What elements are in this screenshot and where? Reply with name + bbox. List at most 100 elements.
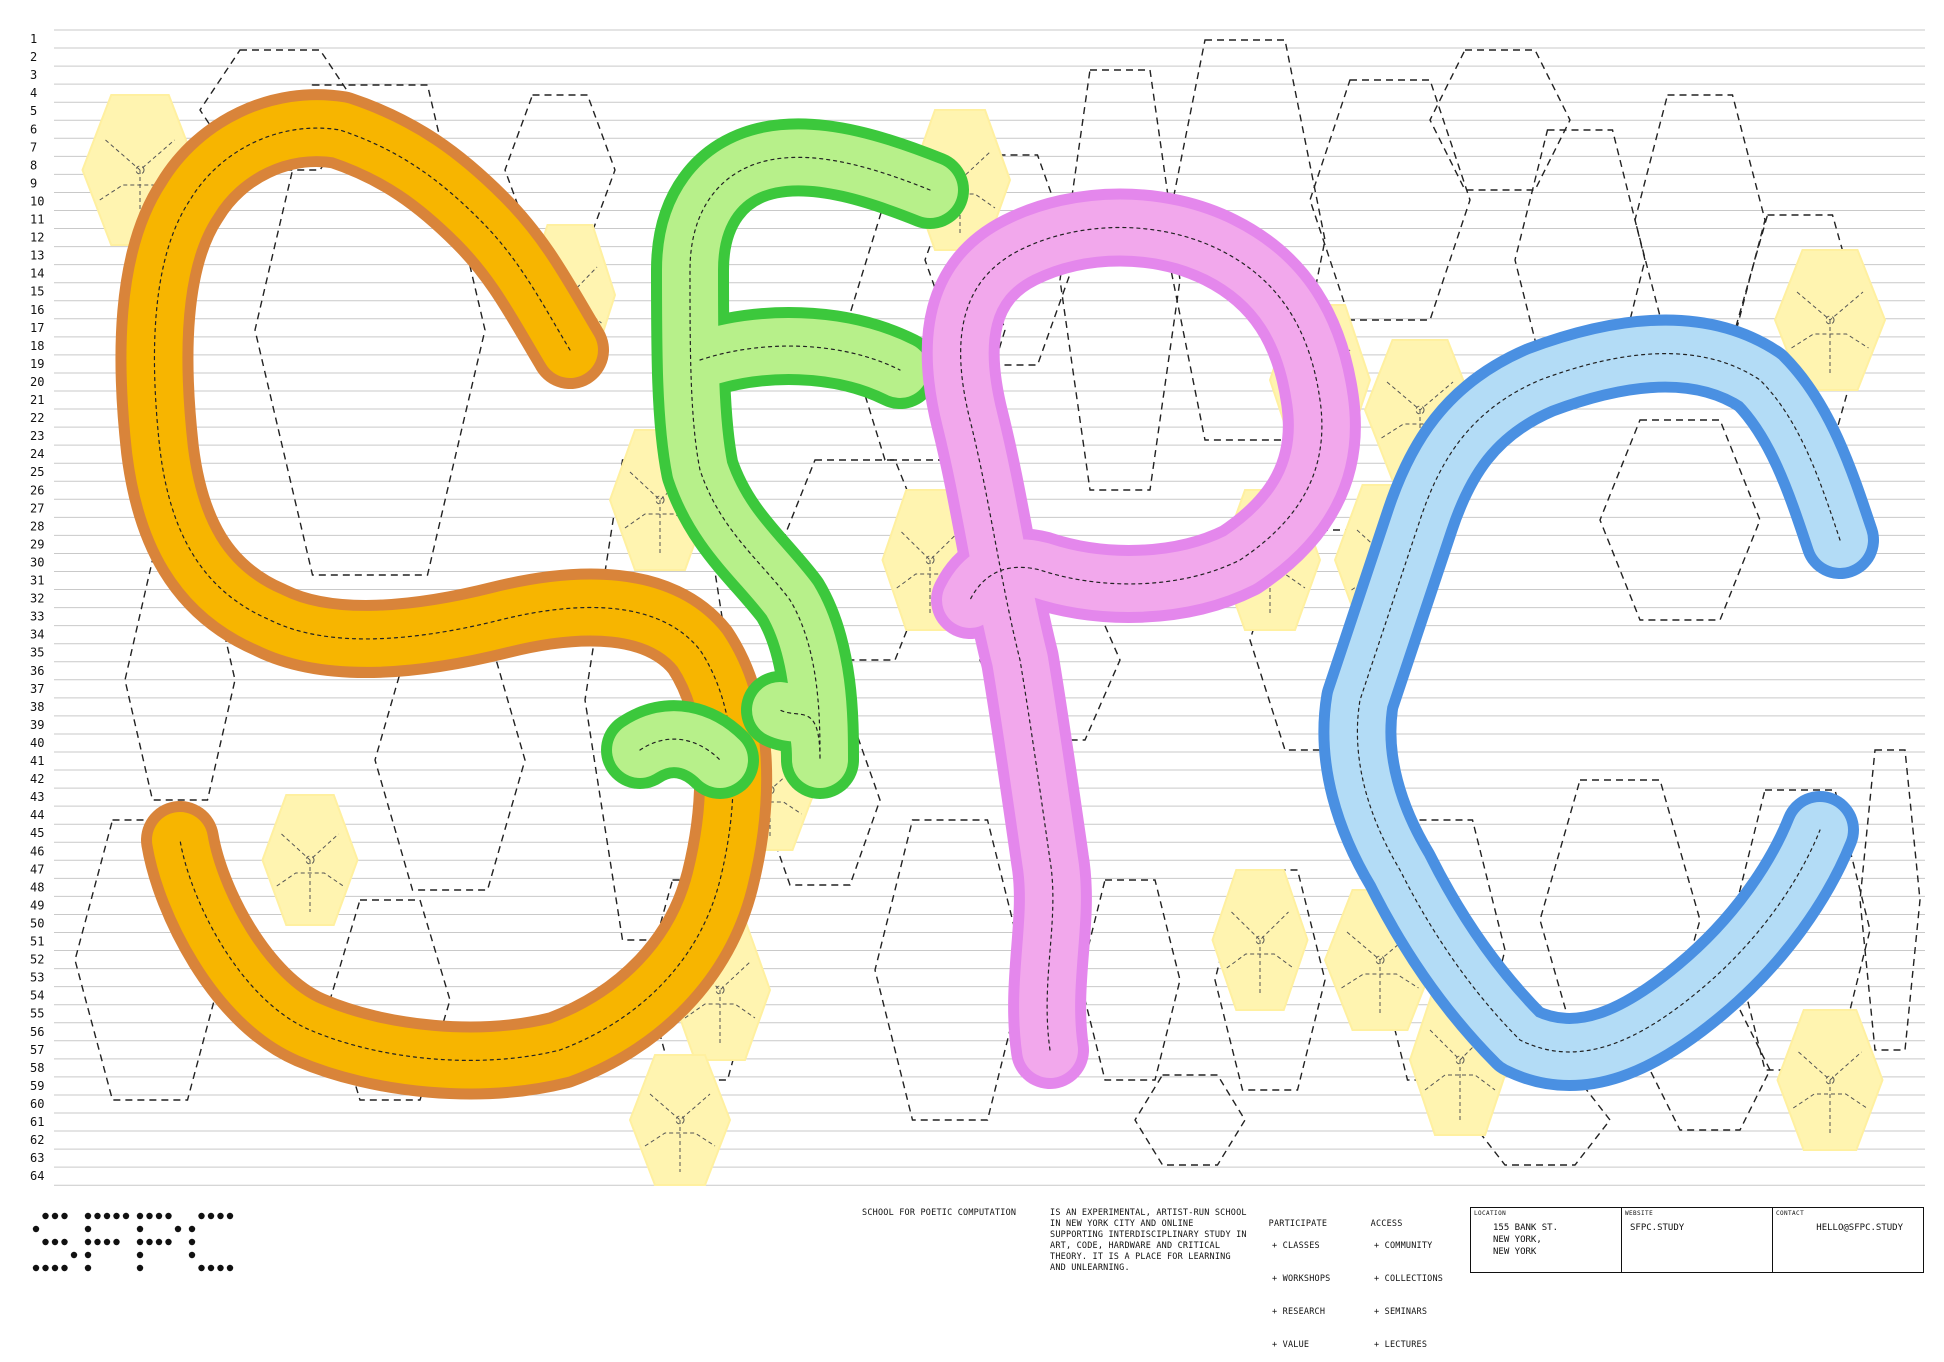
row-number: 1 bbox=[30, 32, 37, 46]
school-name: SCHOOL FOR POETIC COMPUTATION bbox=[862, 1208, 1017, 1218]
access-item-lectures[interactable]: + LECTURES bbox=[1374, 1340, 1428, 1350]
row-number: 29 bbox=[30, 537, 44, 551]
participate-section: PARTICIPATE + CLASSES + WORKSHOPS + RESE… bbox=[1258, 1208, 1331, 1362]
row-number: 46 bbox=[30, 844, 44, 858]
contact-cell[interactable]: CONTACT HELLO@SFPC.STUDY bbox=[1773, 1208, 1923, 1272]
row-number: 12 bbox=[30, 231, 44, 245]
participate-item-research[interactable]: + RESEARCH bbox=[1272, 1307, 1326, 1317]
participate-heading: PARTICIPATE bbox=[1268, 1219, 1328, 1229]
letter-c-blob bbox=[1318, 314, 1879, 1091]
row-number: 22 bbox=[30, 411, 44, 425]
ascii-hexagon-outline bbox=[1514, 129, 1646, 391]
row-number: 27 bbox=[30, 501, 44, 515]
row-number: 56 bbox=[30, 1025, 44, 1039]
row-number: 45 bbox=[30, 826, 44, 840]
row-number: 2 bbox=[30, 50, 37, 64]
ascii-hexagon-outline bbox=[924, 154, 1076, 366]
sfpc-poster-artwork: 1234567891011121314151617181920212223242… bbox=[30, 29, 1925, 1186]
letter-f-blob bbox=[601, 118, 969, 799]
row-number: 25 bbox=[30, 465, 44, 479]
row-number: 37 bbox=[30, 682, 44, 696]
row-number: 32 bbox=[30, 592, 44, 606]
ascii-hexagon-outline bbox=[1059, 69, 1181, 491]
row-number: 36 bbox=[30, 664, 44, 678]
participate-item-classes[interactable]: + CLASSES bbox=[1272, 1241, 1320, 1251]
ascii-hexagon-outline bbox=[1599, 419, 1761, 621]
row-number: 39 bbox=[30, 718, 44, 732]
access-section: ACCESS + COMMUNITY + COLLECTIONS + SEMIN… bbox=[1360, 1208, 1443, 1362]
ascii-hexagon-outline bbox=[254, 84, 486, 576]
letter-p-blob bbox=[921, 188, 1361, 1089]
row-number: 23 bbox=[30, 429, 44, 443]
yellow-hexagon-cluster bbox=[1211, 869, 1309, 1011]
website-link[interactable]: SFPC.STUDY bbox=[1630, 1223, 1685, 1233]
row-number: 35 bbox=[30, 646, 44, 660]
access-item-collections[interactable]: + COLLECTIONS bbox=[1374, 1274, 1444, 1284]
row-number: 47 bbox=[30, 862, 44, 876]
row-number: 5 bbox=[30, 104, 37, 118]
row-number: 42 bbox=[30, 772, 44, 786]
row-number: 51 bbox=[30, 935, 44, 949]
school-description: IS AN EXPERIMENTAL, ARTIST-RUN SCHOOL IN… bbox=[1050, 1208, 1247, 1273]
website-label: WEBSITE bbox=[1625, 1210, 1654, 1217]
info-box: LOCATION 155 BANK ST. NEW YORK, NEW YORK… bbox=[1470, 1207, 1924, 1273]
row-number: 33 bbox=[30, 610, 44, 624]
row-number: 21 bbox=[30, 393, 44, 407]
row-number: 48 bbox=[30, 880, 44, 894]
participate-item-value[interactable]: + VALUE bbox=[1272, 1340, 1310, 1350]
row-number: 30 bbox=[30, 555, 44, 569]
row-number: 43 bbox=[30, 790, 44, 804]
row-number: 38 bbox=[30, 700, 44, 714]
access-item-seminars[interactable]: + SEMINARS bbox=[1374, 1307, 1428, 1317]
row-number: 59 bbox=[30, 1079, 44, 1093]
letter-s-blob bbox=[115, 89, 773, 1100]
row-number: 60 bbox=[30, 1097, 44, 1111]
ascii-hexagon-outline bbox=[1859, 749, 1921, 1051]
sfpc-dotted-logo bbox=[32, 1212, 234, 1272]
participate-item-workshops[interactable]: + WORKSHOPS bbox=[1272, 1274, 1331, 1284]
ascii-hexagon-outline bbox=[1469, 1074, 1611, 1166]
sfpc-letter-blobs bbox=[115, 89, 1879, 1100]
yellow-hexagon-cluster bbox=[628, 1054, 732, 1186]
row-number: 57 bbox=[30, 1043, 44, 1057]
row-number: 4 bbox=[30, 86, 37, 100]
row-number: 18 bbox=[30, 339, 44, 353]
row-number: 50 bbox=[30, 916, 44, 930]
row-number: 63 bbox=[30, 1151, 44, 1165]
yellow-hexagon-cluster bbox=[1773, 249, 1887, 391]
row-number: 34 bbox=[30, 628, 44, 642]
row-number: 58 bbox=[30, 1061, 44, 1075]
ascii-hexagon-outline bbox=[199, 49, 361, 171]
access-item-community[interactable]: + COMMUNITY bbox=[1374, 1241, 1433, 1251]
website-cell[interactable]: WEBSITE SFPC.STUDY bbox=[1622, 1208, 1773, 1272]
row-number: 53 bbox=[30, 971, 44, 985]
row-number: 64 bbox=[30, 1169, 44, 1183]
ascii-hexagon-outline bbox=[1134, 1074, 1246, 1166]
row-number: 28 bbox=[30, 519, 44, 533]
location-value: 155 BANK ST. NEW YORK, NEW YORK bbox=[1493, 1223, 1559, 1257]
row-number: 26 bbox=[30, 483, 44, 497]
ascii-hexagon-outline bbox=[504, 94, 616, 246]
row-number: 41 bbox=[30, 754, 44, 768]
row-number: 9 bbox=[30, 176, 37, 190]
ascii-hexagon-outline bbox=[1079, 879, 1181, 1081]
row-number: 11 bbox=[30, 213, 44, 227]
row-number: 14 bbox=[30, 267, 44, 281]
row-number: 19 bbox=[30, 357, 44, 371]
row-number: 62 bbox=[30, 1133, 44, 1147]
row-number: 7 bbox=[30, 140, 37, 154]
contact-email-link[interactable]: HELLO@SFPC.STUDY bbox=[1816, 1223, 1903, 1233]
row-number: 3 bbox=[30, 68, 37, 82]
row-number: 44 bbox=[30, 808, 44, 822]
location-label: LOCATION bbox=[1474, 1210, 1507, 1217]
row-number: 8 bbox=[30, 158, 37, 172]
row-number: 54 bbox=[30, 989, 44, 1003]
ascii-hexagon-outline bbox=[1649, 1009, 1771, 1131]
row-number: 61 bbox=[30, 1115, 44, 1129]
yellow-hexagon-cluster bbox=[1776, 1009, 1884, 1151]
row-number: 13 bbox=[30, 249, 44, 263]
ascii-hexagon-outline bbox=[1429, 49, 1571, 191]
row-number: 31 bbox=[30, 574, 44, 588]
row-number: 49 bbox=[30, 898, 44, 912]
row-number: 52 bbox=[30, 953, 44, 967]
